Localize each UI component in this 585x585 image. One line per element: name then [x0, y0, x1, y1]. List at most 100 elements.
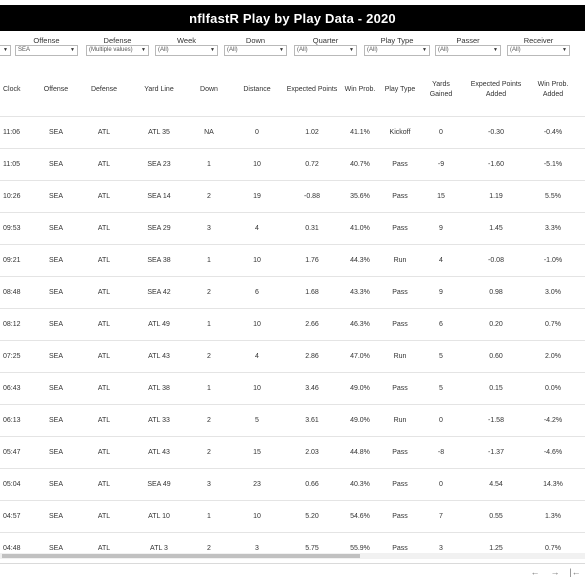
chevron-down-icon[interactable]: ▼: [141, 47, 146, 53]
cell-epa: -0.30: [488, 129, 504, 136]
cell-ep: 0.66: [305, 481, 319, 488]
cell-wp: 41.1%: [350, 129, 370, 136]
table-row[interactable]: 11:05 SEA ATL SEA 23 1 10 0.72 40.7% Pass -9 -1.60…: [0, 148, 585, 180]
table-row[interactable]: 04:48 SEA ATL ATL 3 2 3 5.75 55.9% Pass 3 1.25 0.7%: [0, 532, 585, 556]
column-header-yard_line[interactable]: Yard Line: [144, 86, 174, 93]
column-header-defense[interactable]: Defense: [90, 86, 118, 93]
chevron-down-icon[interactable]: ▼: [210, 47, 215, 53]
cell-defense: ATL: [97, 481, 111, 488]
column-header-epa[interactable]: Expected Points Added: [470, 81, 522, 98]
cell-clock: 08:48: [3, 289, 21, 296]
cell-distance: 4: [255, 353, 259, 360]
back-arrow-icon[interactable]: ←: [530, 567, 540, 577]
scrollbar-thumb[interactable]: [2, 554, 360, 558]
cell-wpa: -0.4%: [543, 129, 563, 136]
cell-play_type: Pass: [392, 545, 408, 552]
column-header-down[interactable]: Down: [200, 86, 218, 93]
table-row[interactable]: 06:13 SEA ATL ATL 33 2 5 3.61 49.0% Run 0 -1.58 -4.…: [0, 404, 585, 436]
play-by-play-table: Clock Offense Defense Yard Line Down Distance…: [0, 70, 585, 556]
filter-value: (All): [367, 47, 378, 53]
cell-yards_gained: 7: [439, 513, 443, 520]
chevron-down-icon[interactable]: ▼: [422, 47, 427, 53]
cell-play_type: Run: [393, 257, 407, 264]
cell-clock: 11:05: [3, 161, 20, 168]
cell-offense: SEA: [48, 353, 63, 360]
cell-clock: 05:04: [3, 481, 21, 488]
table-row[interactable]: 05:47 SEA ATL ATL 43 2 15 2.03 44.8% Pass -8 -1.37…: [0, 436, 585, 468]
filter-dropdown-unknown[interactable]: ▼: [0, 45, 11, 56]
cell-clock: 06:43: [3, 385, 21, 392]
chevron-down-icon[interactable]: ▼: [493, 47, 498, 53]
cell-epa: -1.58: [488, 417, 504, 424]
cell-wp: 41.0%: [350, 225, 370, 232]
cell-play_type: Kickoff: [389, 129, 411, 136]
column-header-offense[interactable]: Offense: [43, 86, 69, 93]
chevron-down-icon[interactable]: ▼: [562, 47, 567, 53]
table-row[interactable]: 09:53 SEA ATL SEA 29 3 4 0.31 41.0% Pass 9 1.45 3.3…: [0, 212, 585, 244]
filter-dropdown-down[interactable]: (All) ▼: [224, 45, 287, 56]
table-row[interactable]: 06:43 SEA ATL ATL 38 1 10 3.46 49.0% Pass 5 0.15 0.…: [0, 372, 585, 404]
cell-wpa: 3.0%: [545, 289, 561, 296]
column-header-distance[interactable]: Distance: [243, 86, 271, 93]
cell-defense: ATL: [97, 385, 111, 392]
cell-offense: SEA: [48, 193, 63, 200]
cell-yards_gained: 4: [439, 257, 443, 264]
cell-defense: ATL: [97, 225, 111, 232]
column-header-play_type[interactable]: Play Type: [384, 86, 416, 93]
cell-offense: SEA: [48, 289, 63, 296]
chevron-down-icon[interactable]: ▼: [349, 47, 354, 53]
cell-distance: 15: [253, 449, 261, 456]
horizontal-scrollbar[interactable]: [0, 553, 585, 559]
column-header-wp[interactable]: Win Prob.: [344, 86, 376, 93]
filter-value: (All): [158, 47, 169, 53]
filter-dropdown-receiver[interactable]: (All) ▼: [507, 45, 570, 56]
filter-dropdown-week[interactable]: (All) ▼: [155, 45, 218, 56]
cell-ep: 0.72: [305, 161, 319, 168]
filter-dropdown-quarter[interactable]: (All) ▼: [294, 45, 357, 56]
cell-yard_line: SEA 29: [147, 225, 171, 232]
forward-arrow-icon[interactable]: →: [550, 567, 560, 577]
chevron-down-icon[interactable]: ▼: [279, 47, 284, 53]
cell-clock: 09:53: [3, 225, 21, 232]
table-row[interactable]: 11:06 SEA ATL ATL 35 NA 0 1.02 41.1% Kickoff 0 -0.…: [0, 116, 585, 148]
filter-dropdown-passer[interactable]: (All) ▼: [435, 45, 501, 56]
chevron-down-icon[interactable]: ▼: [3, 47, 8, 53]
cell-ep: 0.31: [305, 225, 319, 232]
table-row[interactable]: 10:26 SEA ATL SEA 14 2 19 -0.88 35.6% Pass 15 1.19…: [0, 180, 585, 212]
table-row[interactable]: 05:04 SEA ATL SEA 49 3 23 0.66 40.3% Pass 0 4.54 14…: [0, 468, 585, 500]
cell-offense: SEA: [48, 225, 63, 232]
cell-yards_gained: 3: [439, 545, 443, 552]
table-row[interactable]: 08:48 SEA ATL SEA 42 2 6 1.68 43.3% Pass 9 0.98 3.0…: [0, 276, 585, 308]
cell-offense: SEA: [48, 257, 63, 264]
cell-offense: SEA: [48, 481, 63, 488]
cell-yard_line: ATL 43: [148, 449, 170, 456]
cell-clock: 07:25: [3, 353, 21, 360]
cell-wpa: -1.0%: [543, 257, 563, 264]
cell-yard_line: ATL 38: [148, 385, 170, 392]
chevron-down-icon[interactable]: ▼: [70, 47, 75, 53]
table-row[interactable]: 04:57 SEA ATL ATL 10 1 10 5.20 54.6% Pass 7 0.55 1.…: [0, 500, 585, 532]
cell-down: 2: [207, 193, 211, 200]
cell-epa: 0.60: [489, 353, 503, 360]
table-row[interactable]: 08:12 SEA ATL ATL 49 1 10 2.66 46.3% Pass 6 0.20 0.…: [0, 308, 585, 340]
cell-yard_line: ATL 10: [148, 513, 170, 520]
cell-wp: 43.3%: [350, 289, 370, 296]
column-header-clock[interactable]: Clock: [3, 86, 21, 93]
column-header-ep[interactable]: Expected Points: [286, 86, 338, 93]
filter-dropdown-offense[interactable]: SEA ▼: [15, 45, 78, 56]
cell-yards_gained: 5: [439, 353, 443, 360]
table-row[interactable]: 07:25 SEA ATL ATL 43 2 4 2.86 47.0% Run 5 0.60 2.0%: [0, 340, 585, 372]
cell-down: NA: [204, 129, 214, 136]
cell-wp: 46.3%: [350, 321, 370, 328]
cell-defense: ATL: [97, 289, 111, 296]
first-page-icon[interactable]: |←: [569, 567, 581, 577]
filter-dropdown-play_type[interactable]: (All) ▼: [364, 45, 430, 56]
table-row[interactable]: 09:21 SEA ATL SEA 38 1 10 1.76 44.3% Run 4 -0.08 -1…: [0, 244, 585, 276]
filter-dropdown-defense[interactable]: (Multiple values) ▼: [86, 45, 149, 56]
filter-label: Quarter: [312, 36, 339, 45]
cell-epa: 0.15: [489, 385, 503, 392]
cell-yard_line: ATL 33: [148, 417, 170, 424]
cell-ep: 1.76: [305, 257, 319, 264]
column-header-yards_gained[interactable]: Yards Gained: [429, 81, 453, 98]
column-header-wpa[interactable]: Win Prob. Added: [537, 81, 569, 98]
